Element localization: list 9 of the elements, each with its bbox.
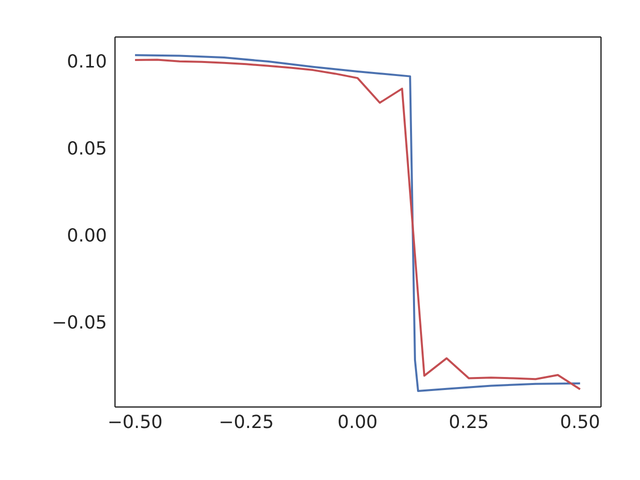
y-tick-label: 0.05 xyxy=(66,138,107,160)
y-tick-label: 0.00 xyxy=(66,225,107,246)
y-tick-label: 0.10 xyxy=(66,51,107,72)
x-tick-label: −0.50 xyxy=(107,412,163,433)
y-tick-label: −0.05 xyxy=(52,312,107,334)
x-tick-label: 0.00 xyxy=(338,412,378,433)
x-tick-label: −0.25 xyxy=(218,412,274,433)
x-tick-label: 0.50 xyxy=(560,412,600,433)
x-tick-label: 0.25 xyxy=(448,412,489,433)
